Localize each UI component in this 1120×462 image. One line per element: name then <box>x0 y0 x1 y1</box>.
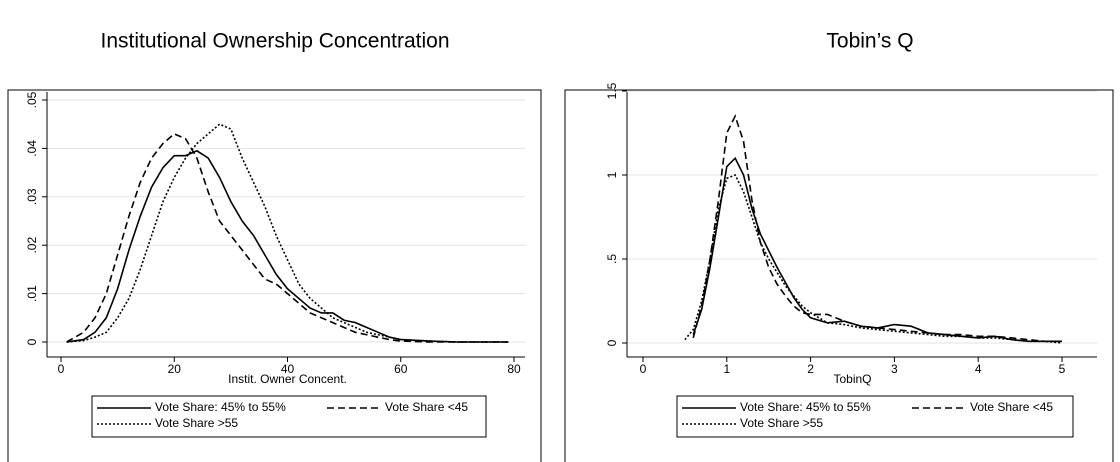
y-tick-label: 1.5 <box>605 82 619 99</box>
density-line <box>692 114 1062 343</box>
y-tick-label: .05 <box>25 91 39 108</box>
legend-box <box>676 395 1074 438</box>
panel-frame <box>7 89 542 462</box>
x-tick-label: 0 <box>58 362 65 376</box>
x-tick-label: 2 <box>807 362 814 376</box>
legend-label: Vote Share >55 <box>155 416 238 430</box>
legend-box <box>91 395 487 438</box>
x-tick-label: 0 <box>640 362 647 376</box>
x-tick-label: 40 <box>281 362 295 376</box>
x-tick-label: 60 <box>394 362 408 376</box>
y-tick-label: .03 <box>25 188 39 205</box>
density-line <box>66 132 509 343</box>
y-tick-label: 0 <box>25 338 39 345</box>
chart-title: Institutional Ownership Concentration <box>100 30 449 53</box>
legend-label: Vote Share: 45% to 55% <box>155 400 286 414</box>
x-tick-label: 20 <box>168 362 182 376</box>
density-line <box>692 156 1062 343</box>
density-line <box>66 149 509 343</box>
density-line <box>684 173 1063 344</box>
y-tick-label: .04 <box>25 140 39 157</box>
y-tick-label: .5 <box>605 254 619 264</box>
panel-frame <box>564 89 1114 462</box>
x-tick-label: 1 <box>723 362 730 376</box>
y-tick-label: 1 <box>605 171 619 178</box>
x-tick-label: 3 <box>891 362 898 376</box>
y-tick-label: .01 <box>25 285 39 302</box>
x-axis-label: Instit. Owner Concent. <box>228 372 347 386</box>
legend-label: Vote Share <45 <box>970 400 1053 414</box>
chart-title: Tobin’s Q <box>826 30 913 53</box>
y-tick-label: 0 <box>605 339 619 346</box>
x-tick-label: 5 <box>1059 362 1066 376</box>
x-tick-label: 4 <box>975 362 982 376</box>
x-tick-label: 80 <box>507 362 521 376</box>
y-tick-label: .02 <box>25 237 39 254</box>
density-line <box>66 123 509 343</box>
legend-label: Vote Share <45 <box>385 400 468 414</box>
legend-label: Vote Share >55 <box>740 416 823 430</box>
legend-label: Vote Share: 45% to 55% <box>740 400 871 414</box>
x-axis-label: TobinQ <box>833 372 871 386</box>
